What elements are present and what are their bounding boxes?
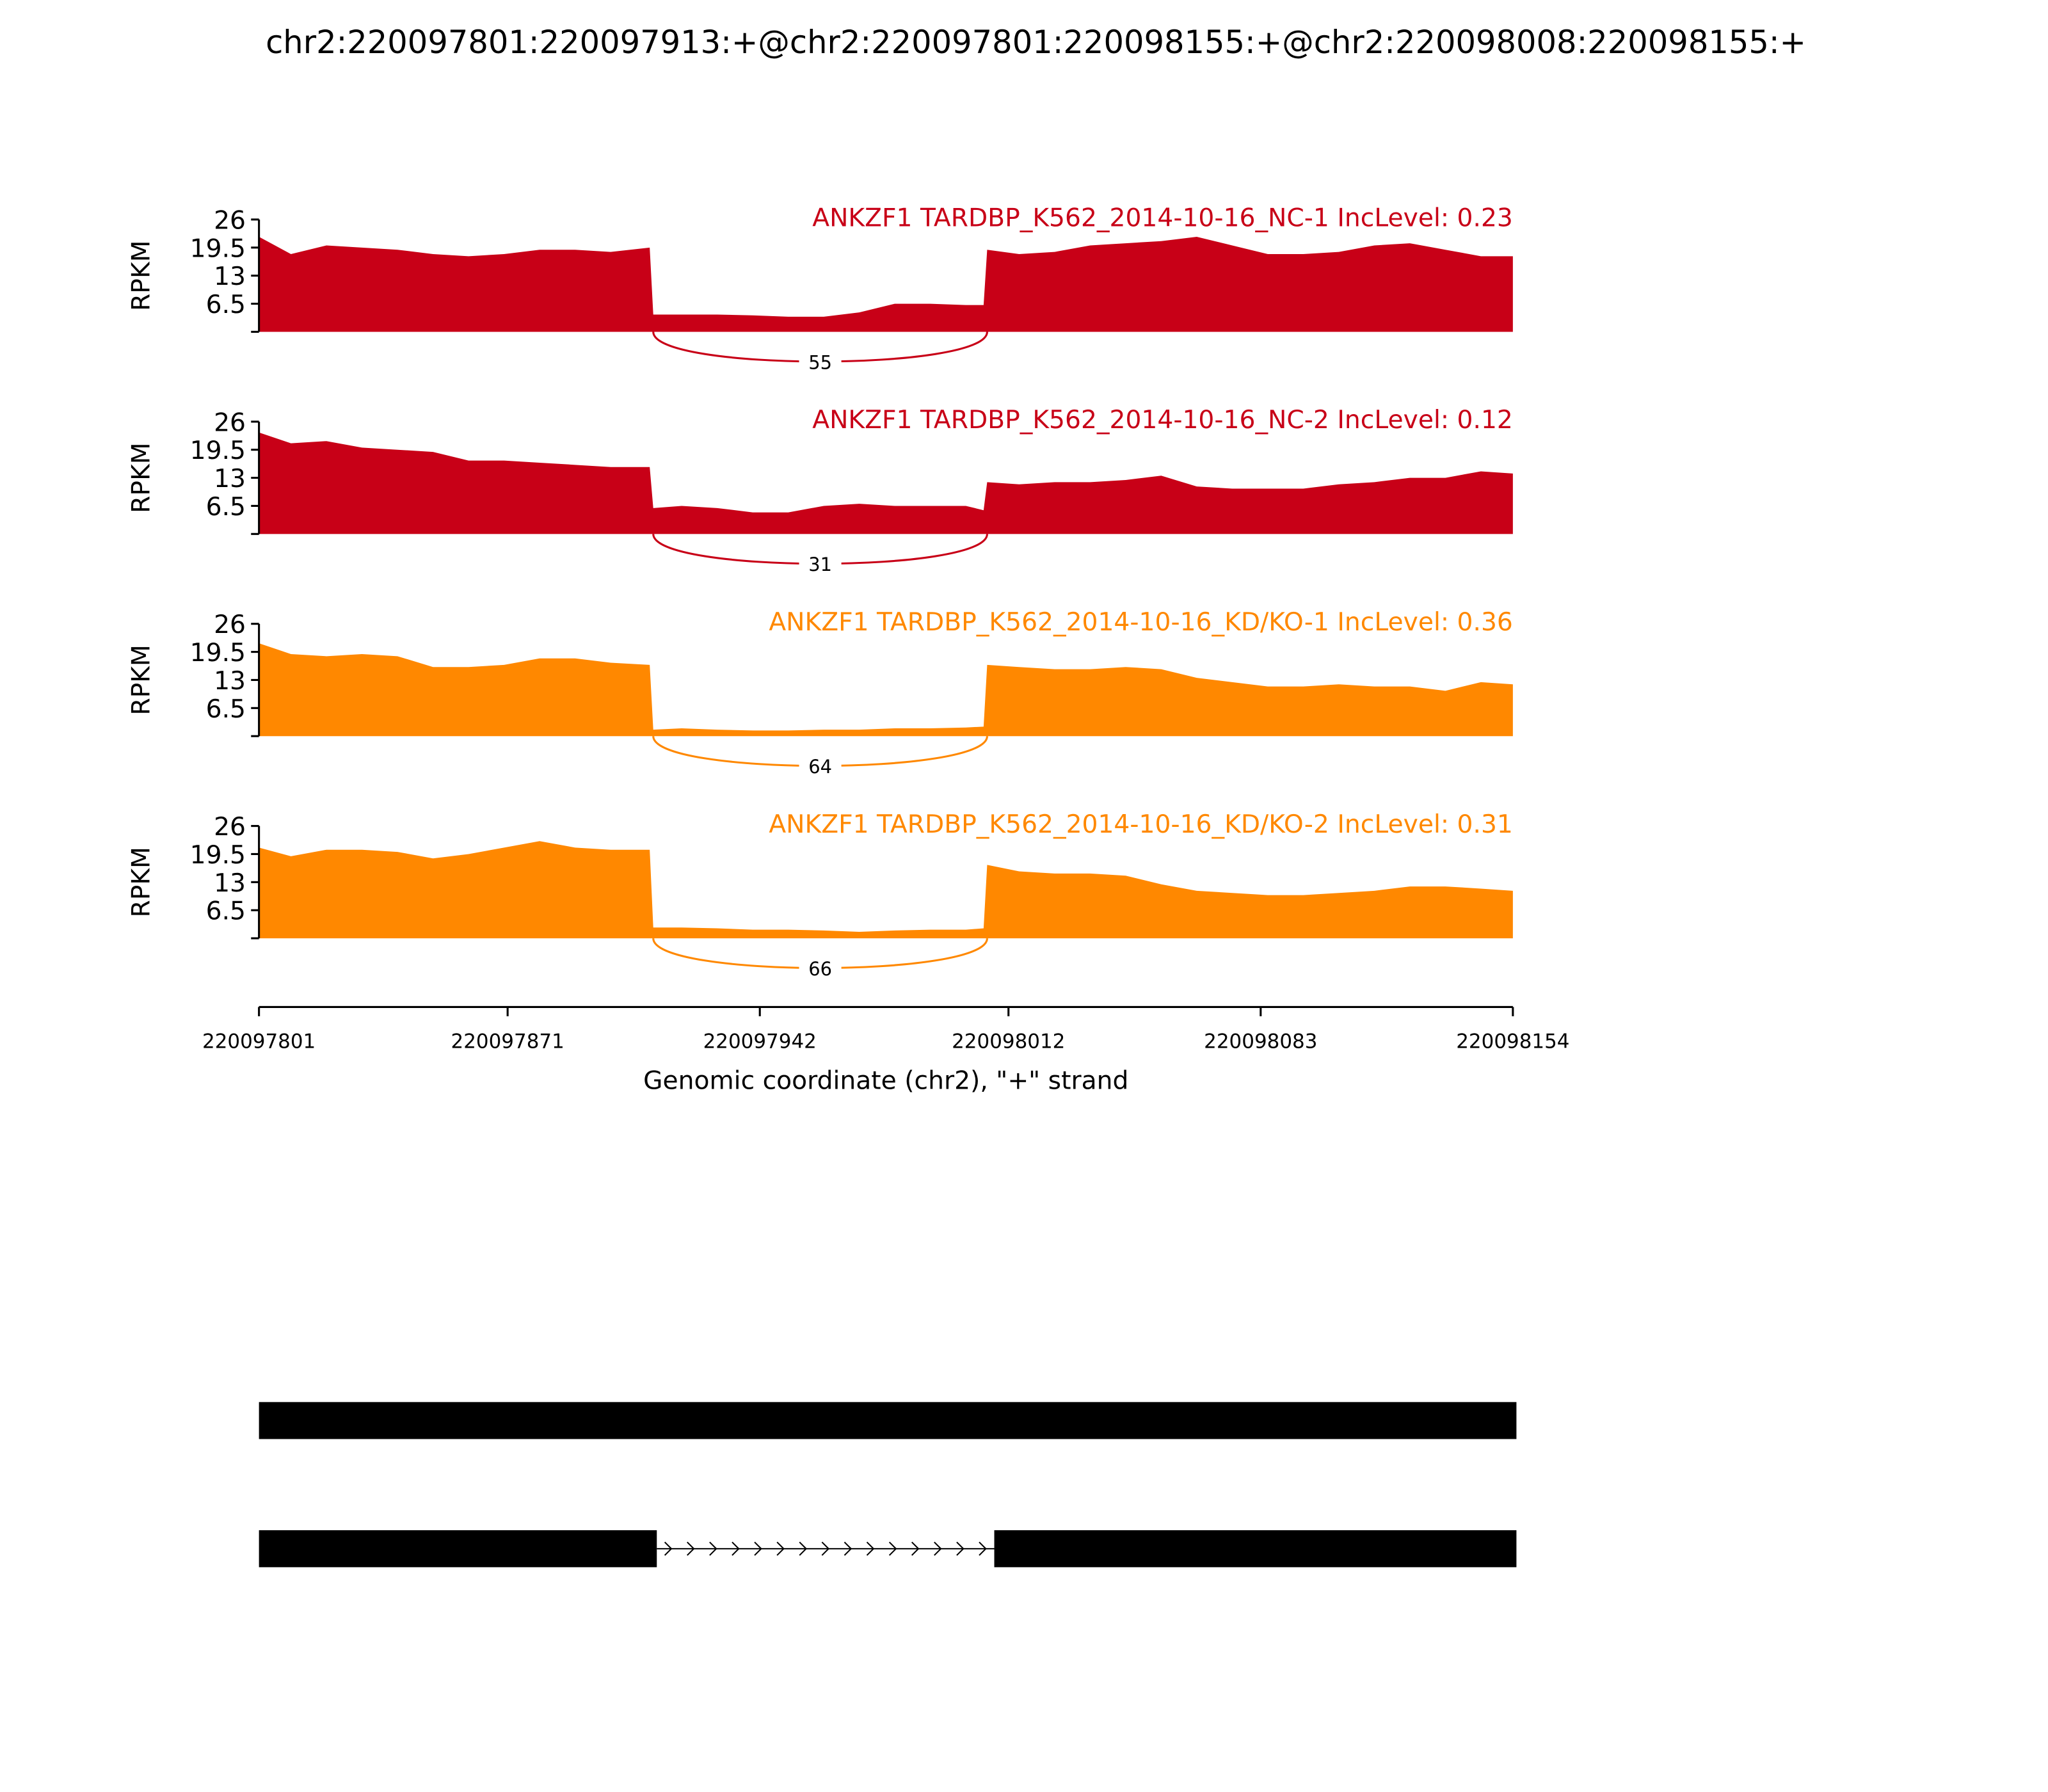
intron-arrow (799, 1541, 808, 1556)
junction-count: 66 (808, 958, 832, 980)
coverage-area (259, 432, 1513, 534)
exon (994, 1530, 1517, 1567)
x-tick-label: 220097942 (703, 1030, 817, 1053)
y-tick-label: 26 (214, 408, 246, 437)
intron-arrow (821, 1541, 830, 1556)
junction-label-bg (799, 955, 842, 982)
intron-arrow (866, 1541, 875, 1556)
y-tick-label: 19.5 (190, 436, 246, 465)
y-tick-label: 6.5 (206, 493, 246, 522)
y-tick-label: 13 (214, 465, 246, 493)
x-tick-label: 220097871 (451, 1030, 564, 1053)
exon (259, 1530, 657, 1567)
junction-label-bg (799, 551, 842, 578)
x-axis-label: Genomic coordinate (chr2), "+" strand (643, 1066, 1128, 1095)
exon (259, 1402, 1517, 1439)
junction-count: 55 (808, 351, 832, 373)
y-tick-label: 6.5 (206, 291, 246, 319)
coverage-area (259, 236, 1513, 332)
x-tick-label: 220098083 (1204, 1030, 1317, 1053)
y-tick-label: 26 (214, 611, 246, 639)
panel-title: ANKZF1 TARDBP_K562_2014-10-16_NC-2 IncLe… (812, 406, 1513, 435)
junction-count: 31 (808, 554, 832, 575)
y-tick-label: 19.5 (190, 234, 246, 263)
coverage-area (259, 643, 1513, 737)
intron-arrow (911, 1541, 920, 1556)
intron-arrow (664, 1541, 673, 1556)
x-tick-label: 220097801 (202, 1030, 316, 1053)
panel-title: ANKZF1 TARDBP_K562_2014-10-16_NC-1 IncLe… (812, 204, 1513, 232)
x-tick-label: 220098154 (1456, 1030, 1569, 1053)
y-tick-label: 26 (214, 813, 246, 842)
intron-arrow (844, 1541, 852, 1556)
y-tick-label: 6.5 (206, 897, 246, 926)
junction-label-bg (799, 753, 842, 780)
intron-arrow (709, 1541, 717, 1556)
y-tick-label: 19.5 (190, 639, 246, 668)
panel-title: ANKZF1 TARDBP_K562_2014-10-16_KD/KO-1 In… (769, 608, 1513, 637)
intron-arrow (956, 1541, 964, 1556)
y-tick-label: 6.5 (206, 695, 246, 724)
intron-arrow (979, 1541, 987, 1556)
intron-arrow (732, 1541, 740, 1556)
coverage-area (259, 841, 1513, 939)
intron-arrow (934, 1541, 942, 1556)
intron-arrow (776, 1541, 785, 1556)
y-tick-label: 13 (214, 869, 246, 898)
y-tick-label: 19.5 (190, 841, 246, 870)
x-tick-label: 220098012 (952, 1030, 1065, 1053)
junction-label-bg (799, 349, 842, 376)
y-axis-label: RPKM (127, 847, 156, 917)
junction-count: 64 (808, 756, 832, 778)
y-tick-label: 26 (214, 206, 246, 235)
intron-arrow (888, 1541, 897, 1556)
y-axis-label: RPKM (127, 442, 156, 513)
y-tick-label: 13 (214, 667, 246, 696)
y-axis-label: RPKM (127, 240, 156, 310)
y-tick-label: 13 (214, 262, 246, 291)
figure-title: chr2:220097801:220097913:+@chr2:22009780… (266, 24, 1806, 61)
panel-title: ANKZF1 TARDBP_K562_2014-10-16_KD/KO-2 In… (769, 810, 1513, 839)
intron-arrow (754, 1541, 762, 1556)
y-axis-label: RPKM (127, 644, 156, 715)
intron-arrow (687, 1541, 695, 1556)
